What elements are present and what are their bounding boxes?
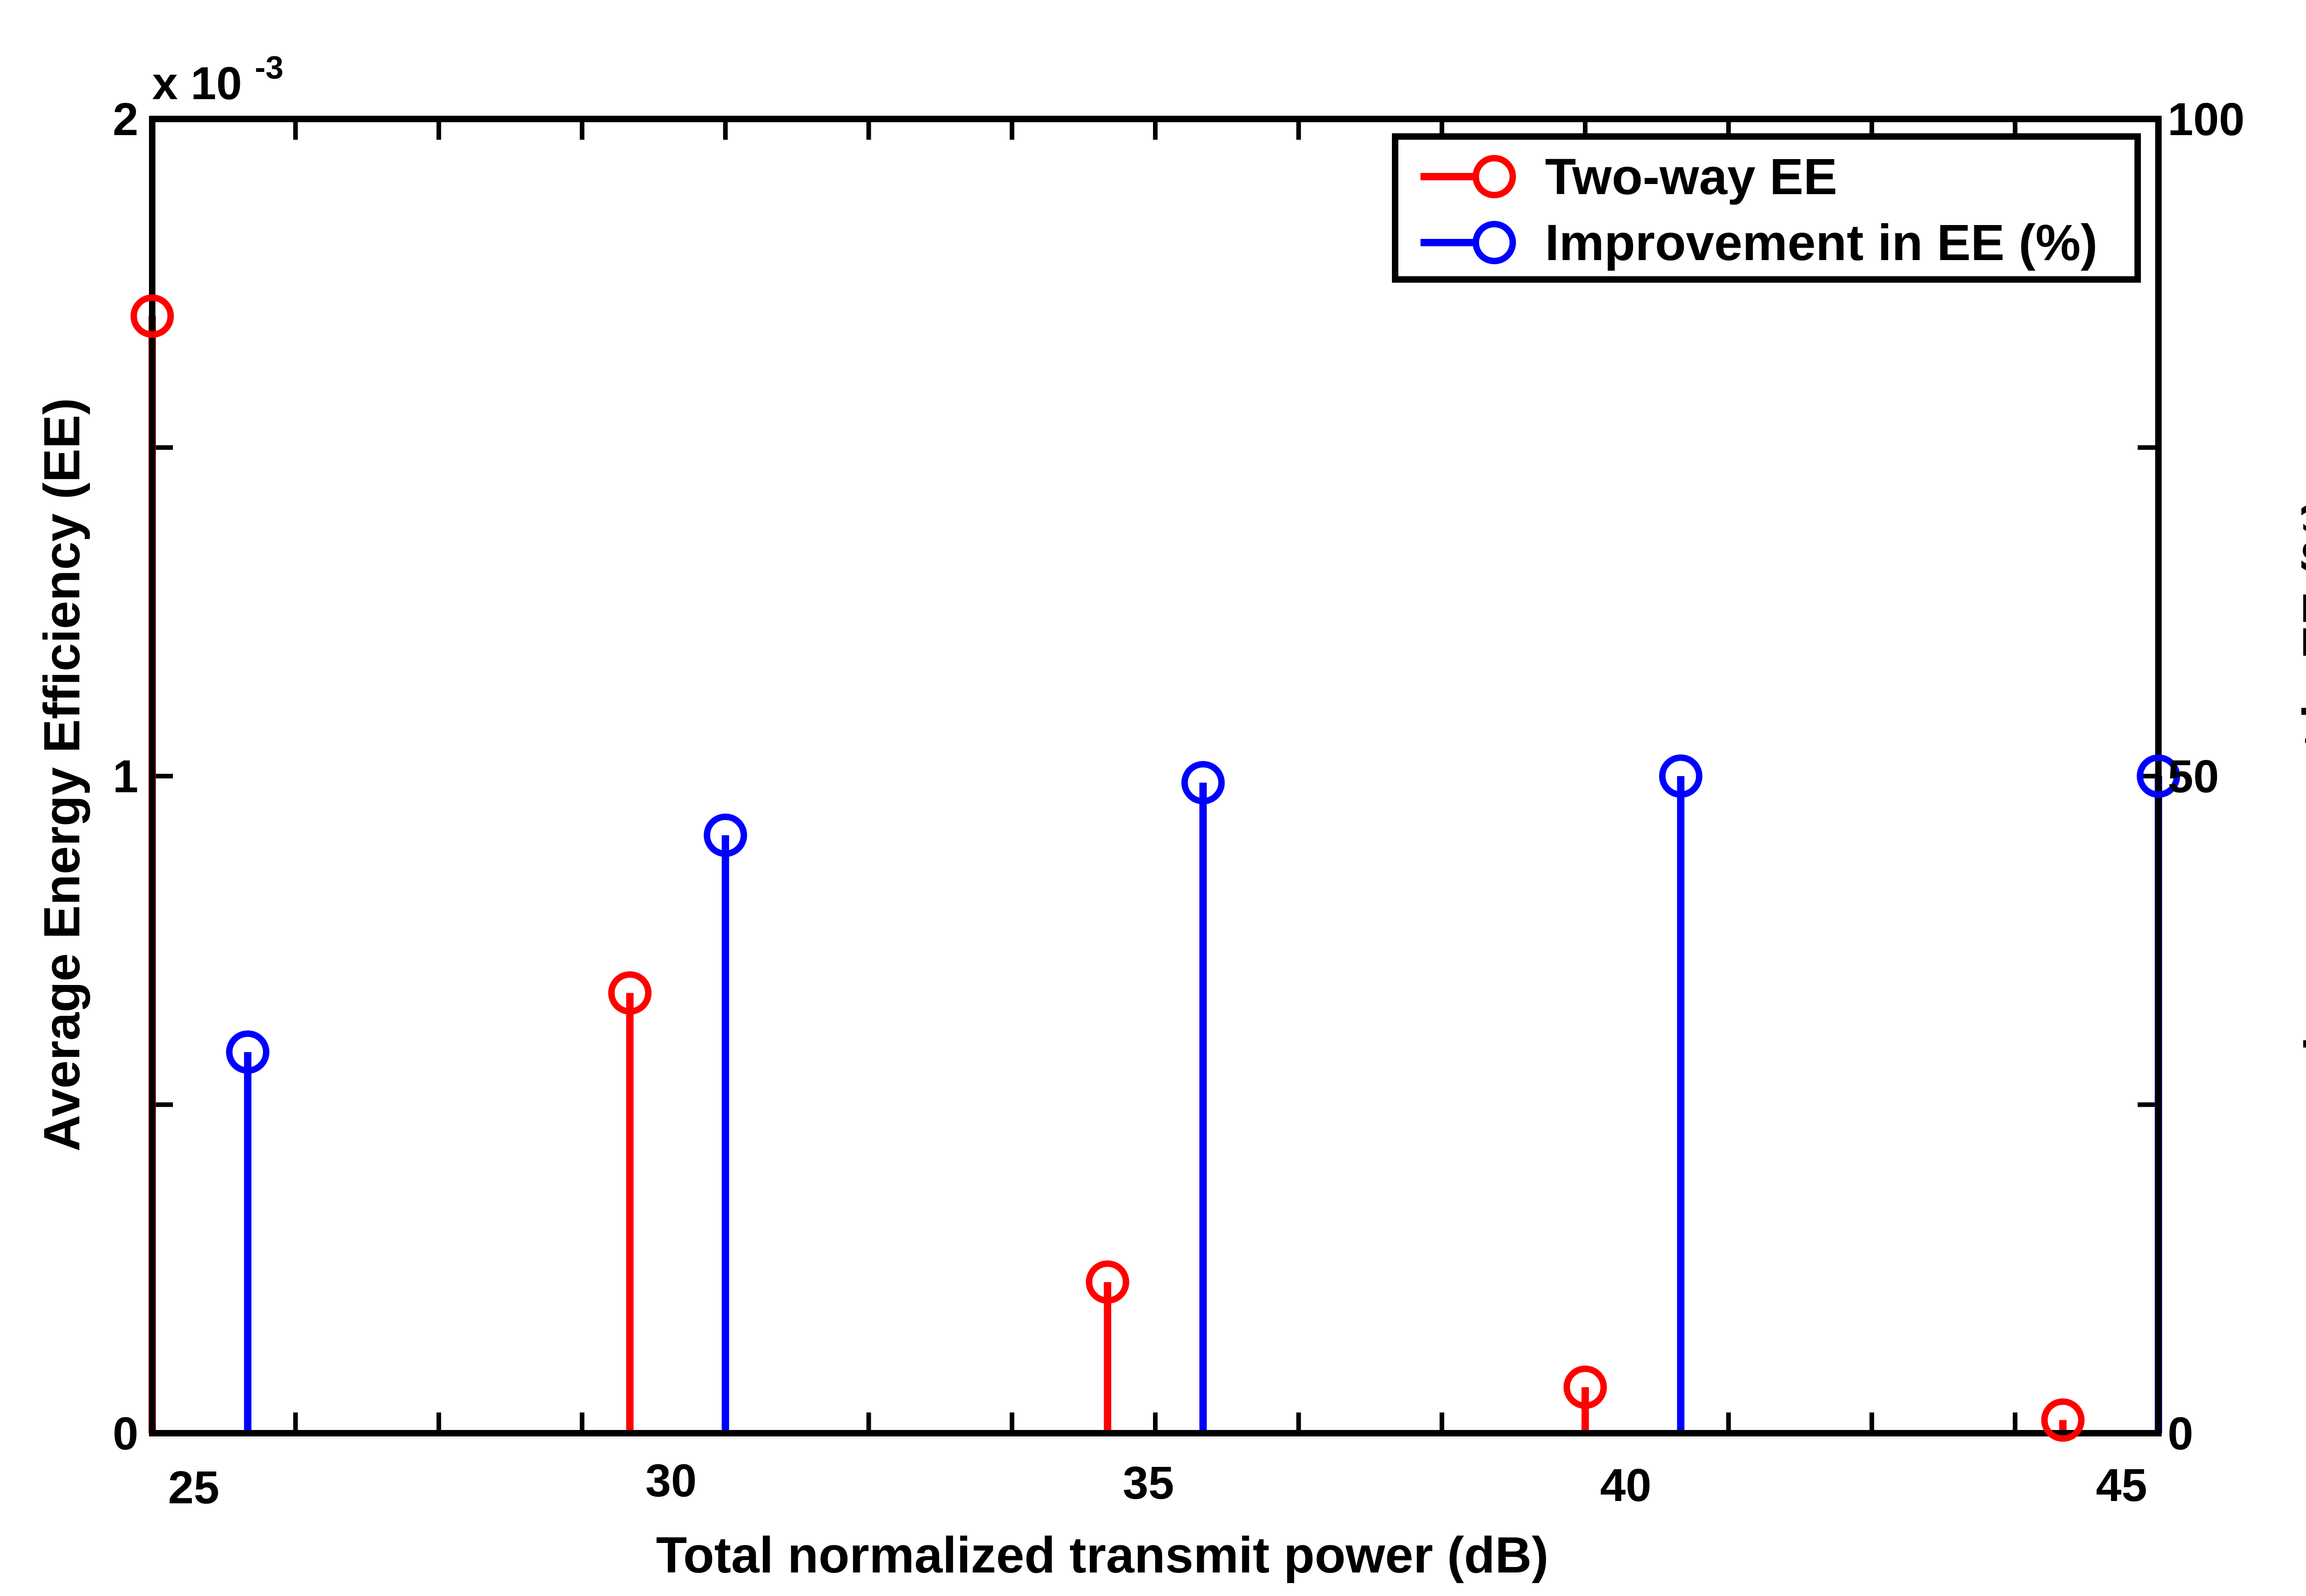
x-tick-label: 40 [1600, 1460, 1651, 1511]
x-tick-label: 30 [645, 1455, 696, 1507]
data-stems [149, 316, 2162, 1433]
stem-marker-series-0 [1563, 1365, 1607, 1409]
x-tick-label: 35 [1123, 1457, 1174, 1509]
plot-frame [149, 116, 2162, 1436]
y-left-axis-label: Average Energy Efficiency (EE) [34, 398, 90, 1151]
exponent-base: x 10 [152, 58, 242, 109]
y-right-tick-label: 50 [2168, 751, 2219, 802]
y-right-axis-label: Improvement in EE (%) [2293, 498, 2306, 1051]
stem-marker-series-0 [131, 294, 174, 338]
legend-marker-two-way-ee [1473, 155, 1516, 198]
y-left-tick-label: 1 [113, 751, 138, 802]
stem-marker-series-1 [703, 813, 747, 857]
legend-box [1392, 133, 2141, 283]
y-right-tick-label: 0 [2168, 1408, 2193, 1460]
legend: Two-way EE Improvement in EE (%) [1392, 133, 2141, 283]
stem-marker-series-0 [2041, 1398, 2085, 1442]
stem-marker-series-0 [608, 971, 652, 1015]
y-left-exponent-label: x 10 -3 [152, 49, 284, 109]
legend-label-two-way-ee: Two-way EE [1545, 148, 1837, 205]
stem-marker-series-0 [1086, 1260, 1129, 1304]
y-left-tick-label: 2 [113, 94, 138, 145]
y-right-tick-label: 100 [2168, 94, 2245, 145]
x-axis-label: Total normalized transmit power (dB) [656, 1527, 1548, 1584]
stem-marker-series-1 [2137, 754, 2180, 798]
tick-marks [152, 119, 2158, 1433]
x-tick-label: 45 [2096, 1460, 2147, 1511]
data-markers [131, 294, 2180, 1442]
x-tick-label: 25 [168, 1462, 219, 1513]
legend-marker-improvement [1473, 221, 1516, 264]
stem-marker-series-1 [226, 1030, 270, 1074]
legend-label-improvement: Improvement in EE (%) [1545, 214, 2098, 271]
y-left-tick-label: 0 [113, 1408, 138, 1460]
stem-marker-series-1 [1181, 761, 1225, 805]
stem-marker-series-1 [1659, 754, 1703, 798]
exponent-power: -3 [255, 49, 283, 85]
